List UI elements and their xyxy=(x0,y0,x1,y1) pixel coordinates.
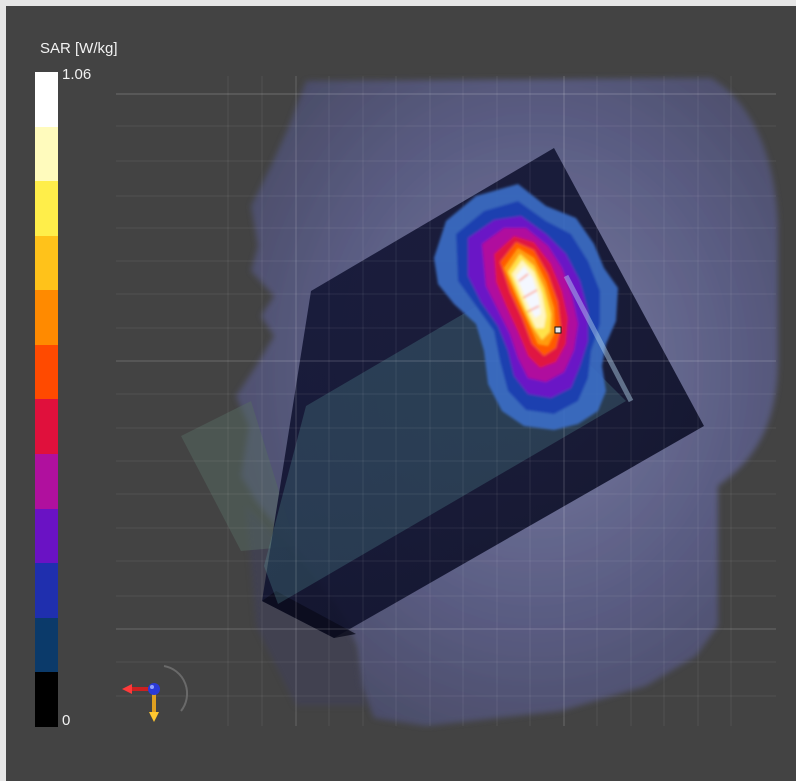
grid-lines xyxy=(116,76,776,726)
colorbar-band xyxy=(35,399,58,455)
axis-triad-icon[interactable] xyxy=(122,665,189,722)
colorbar-band xyxy=(35,72,58,127)
peak-marker[interactable] xyxy=(554,326,562,334)
sar-colorbar xyxy=(35,72,58,727)
3d-viewport[interactable]: SAR [W/kg] 1.06 0 xyxy=(6,6,796,781)
colorbar-band xyxy=(35,181,58,236)
colorbar-max-label: 1.06 xyxy=(62,66,92,83)
colorbar-band xyxy=(35,344,58,400)
colorbar-band xyxy=(35,290,58,345)
colorbar-band xyxy=(35,508,58,564)
dielectric-slab xyxy=(181,401,296,551)
colorbar-band xyxy=(35,672,58,727)
colorbar-band xyxy=(35,126,58,182)
colorbar-band xyxy=(35,235,58,291)
sar-hotspot xyxy=(434,184,618,430)
colorbar-band xyxy=(35,617,58,673)
legend-title: SAR [W/kg] xyxy=(40,40,118,57)
colorbar-band xyxy=(35,563,58,618)
colorbar-band xyxy=(35,454,58,509)
sar-scene xyxy=(116,76,778,726)
colorbar-min-label: 0 xyxy=(62,712,71,729)
